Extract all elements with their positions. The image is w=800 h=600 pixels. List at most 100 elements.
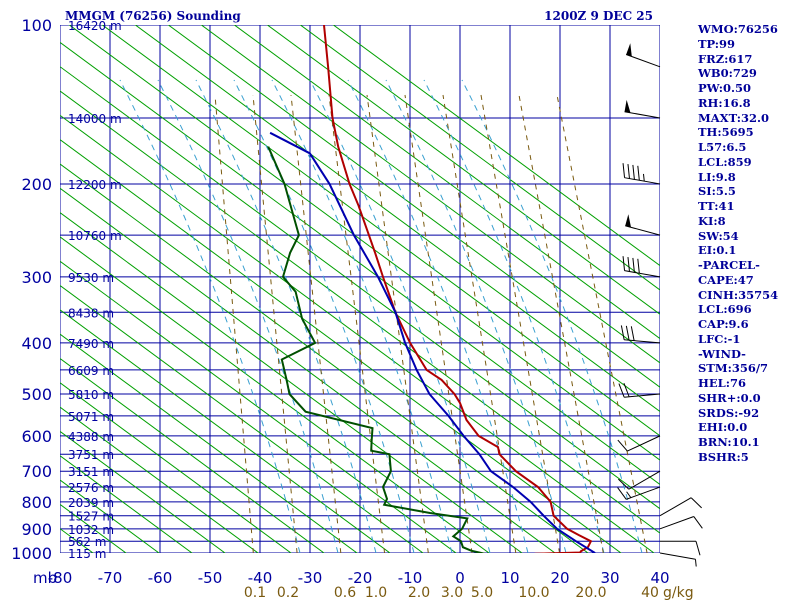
x-axis-label: mb bbox=[33, 569, 57, 587]
barb-feather bbox=[630, 326, 635, 341]
mixing-ratio-line bbox=[366, 94, 429, 553]
index-item: TT:41 bbox=[698, 199, 735, 213]
isotherm-line bbox=[60, 309, 391, 553]
pressure-tick-label: 900 bbox=[21, 520, 52, 539]
index-item: RH:16.8 bbox=[698, 95, 751, 110]
index-item: SRDS:-92 bbox=[698, 405, 760, 420]
barb-shaft bbox=[659, 516, 694, 530]
isotherm-line bbox=[167, 25, 660, 388]
barb-feather bbox=[625, 325, 630, 341]
pressure-tick-label: 100 bbox=[21, 16, 52, 35]
barb-shaft bbox=[627, 435, 661, 452]
index-item: CAPE:47 bbox=[698, 272, 754, 287]
index-item: SHR+:0.0 bbox=[698, 390, 761, 405]
temperature-tick-label: -80 bbox=[48, 569, 73, 587]
mixing-ratio-label: 0.2 bbox=[277, 585, 299, 600]
mixing-ratio-line bbox=[404, 94, 473, 553]
mixing-ratio-label: 10.0 bbox=[518, 585, 549, 600]
pressure-tick-label: 500 bbox=[21, 385, 52, 404]
temperature-tick-label: -60 bbox=[148, 569, 173, 587]
barb-pennant bbox=[626, 43, 632, 57]
height-label: 2039 m bbox=[68, 496, 114, 510]
temperature-tick-labels: -80 -70 -60 -50 -40 -30 -20 -10 0 10 20 30 40 bbox=[48, 569, 670, 587]
barb-feather bbox=[690, 497, 702, 509]
barb-shaft bbox=[624, 270, 661, 278]
barb-feather bbox=[617, 439, 628, 452]
mixing-ratio-label: 0.1 bbox=[244, 585, 266, 600]
index-item: LCL:696 bbox=[698, 302, 752, 317]
barb-feather bbox=[618, 478, 630, 490]
wind-barb bbox=[660, 540, 701, 556]
barb-shaft bbox=[625, 225, 661, 236]
barb-feather bbox=[693, 516, 703, 529]
isotherm-line bbox=[60, 333, 358, 553]
height-label: 2576 m bbox=[68, 481, 114, 495]
moist-adiabat bbox=[385, 79, 567, 553]
isotherm-line bbox=[60, 260, 457, 553]
moist-adiabat bbox=[347, 79, 529, 553]
height-label: 12200 m bbox=[68, 178, 122, 192]
barb-feather bbox=[627, 257, 630, 272]
barb-feather bbox=[618, 383, 625, 398]
moist-adiabat bbox=[119, 79, 301, 553]
height-label: 1527 m bbox=[68, 510, 114, 524]
height-label: 3751 m bbox=[68, 448, 114, 462]
wind-barb bbox=[620, 325, 661, 344]
barb-feather bbox=[637, 165, 640, 181]
pressure-tick-label: 400 bbox=[21, 334, 52, 353]
wind-barb bbox=[622, 163, 661, 185]
pressure-tick-labels: 100 200 300 400 500 600 700 800 900 1000 bbox=[11, 16, 52, 563]
isotherm-line bbox=[200, 25, 660, 364]
isotherm-line bbox=[60, 406, 259, 553]
height-label: 6609 m bbox=[68, 364, 114, 378]
barb-feather bbox=[622, 256, 626, 271]
index-item: -WIND- bbox=[698, 346, 746, 361]
index-item: CAP:9.6 bbox=[698, 317, 749, 331]
mixing-ratio-label: 2.0 bbox=[408, 585, 430, 600]
temperature-tick-label: -40 bbox=[248, 569, 273, 587]
temperature-tick-label: 10 bbox=[500, 569, 519, 587]
index-item: CINH:35754 bbox=[698, 287, 779, 302]
barb-feather bbox=[632, 164, 635, 180]
mixing-ratio-label: 5.0 bbox=[471, 585, 493, 600]
wind-barb bbox=[659, 552, 697, 567]
mixing-ratio-line bbox=[290, 94, 342, 553]
index-item: HEL:76 bbox=[698, 376, 746, 390]
index-item: WMO:76256 bbox=[698, 22, 778, 36]
barb-feather bbox=[627, 164, 630, 179]
barb-shaft bbox=[659, 497, 692, 517]
height-labels: 16420 m 14000 m 12200 m 10760 m 9530 m 8438 m… bbox=[68, 19, 122, 561]
moist-adiabat bbox=[157, 79, 339, 553]
isotherm-line bbox=[134, 25, 660, 413]
barb-shaft bbox=[624, 177, 661, 185]
isotherm-line bbox=[233, 25, 660, 340]
wind-barb bbox=[622, 256, 661, 278]
isotherm-line bbox=[60, 284, 424, 553]
mixing-ratio-label: 1.0 bbox=[365, 585, 387, 600]
height-label: 10760 m bbox=[68, 229, 122, 243]
index-item: WB0:729 bbox=[698, 66, 757, 81]
isotherm-line bbox=[60, 66, 660, 510]
moist-adiabat bbox=[195, 79, 377, 553]
moist-adiabat bbox=[423, 79, 605, 553]
wind-barb bbox=[659, 516, 703, 530]
index-item: LI:9.8 bbox=[698, 169, 736, 184]
mixing-ratio-line bbox=[442, 94, 517, 553]
height-label: 3151 m bbox=[68, 465, 114, 479]
chart-title: MMGM (76256) Sounding bbox=[65, 9, 241, 23]
index-item: STM:356/7 bbox=[698, 361, 769, 376]
index-item: L57:6.5 bbox=[698, 140, 747, 154]
barb-feather bbox=[620, 325, 625, 340]
wind-barb bbox=[617, 435, 661, 452]
temperature-tick-label: 30 bbox=[600, 569, 619, 587]
wind-barbs bbox=[617, 43, 703, 567]
height-label: 7490 m bbox=[68, 337, 114, 351]
barb-pennant bbox=[624, 99, 631, 113]
height-label: 5071 m bbox=[68, 410, 114, 424]
index-item: EHI:0.0 bbox=[698, 420, 748, 435]
wind-barb bbox=[659, 497, 702, 517]
index-item: SW:54 bbox=[698, 228, 739, 243]
height-label: 9530 m bbox=[68, 271, 114, 285]
barb-shaft bbox=[626, 486, 661, 500]
